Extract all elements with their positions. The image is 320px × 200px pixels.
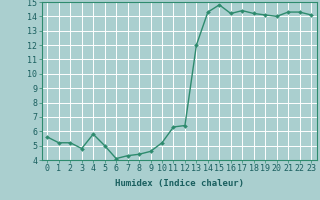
X-axis label: Humidex (Indice chaleur): Humidex (Indice chaleur)	[115, 179, 244, 188]
